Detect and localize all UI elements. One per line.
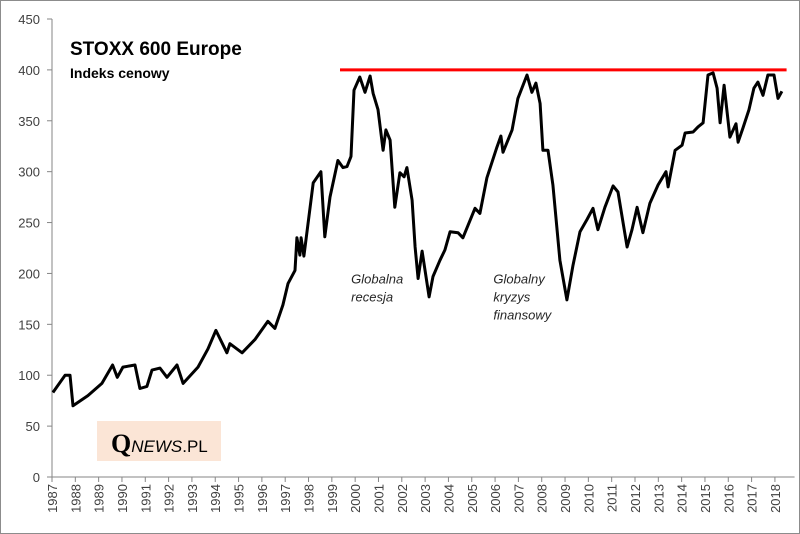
logo-q: Q: [111, 429, 131, 458]
x-tick-label: 1990: [115, 484, 130, 513]
x-tick-label: 2014: [675, 484, 690, 513]
annotation-text: finansowy: [493, 308, 552, 323]
annotation-text: Globalny: [493, 272, 546, 287]
x-tick-label: 1993: [185, 484, 200, 513]
y-tick-label: 250: [18, 216, 40, 231]
y-tick-label: 150: [18, 317, 40, 332]
x-tick-label: 2013: [651, 484, 666, 513]
x-tick-label: 2017: [745, 484, 760, 513]
y-tick-label: 300: [18, 165, 40, 180]
x-axis: 1987 1988 1989 1990 1991 1992 1993 1994 1995 1996…: [45, 476, 795, 513]
x-tick-label: 2007: [511, 484, 526, 513]
y-axis: 0 50 100 150 200 250 300 350 400 450: [18, 12, 53, 485]
x-tick-label: 2009: [558, 484, 573, 513]
logo-text: QNEWS.PL: [111, 429, 208, 458]
x-tick-label: 1992: [162, 484, 177, 513]
x-tick-label: 1997: [278, 484, 293, 513]
y-tick-label: 400: [18, 63, 40, 78]
x-tick-label: 1996: [255, 484, 270, 513]
x-tick-label: 2005: [465, 484, 480, 513]
y-tick-label: 0: [33, 470, 40, 485]
x-tick-label: 1991: [138, 484, 153, 513]
x-tick-label: 1995: [232, 484, 247, 513]
x-tick-label: 2015: [698, 484, 713, 513]
y-tick-label: 350: [18, 114, 40, 129]
x-tick-label: 1994: [208, 484, 223, 513]
x-tick-label: 2004: [441, 484, 456, 513]
y-tick-label: 200: [18, 266, 40, 281]
y-tick-label: 100: [18, 368, 40, 383]
logo-pl: .PL: [182, 437, 208, 456]
x-tick-label: 1987: [45, 484, 60, 513]
x-tick-label: 2008: [535, 484, 550, 513]
x-tick-label: 1999: [325, 484, 340, 513]
chart-subtitle: Indeks cenowy: [70, 65, 170, 81]
series-layer: [51, 68, 787, 408]
chart-title: STOXX 600 Europe: [70, 39, 242, 60]
x-tick-label: 2011: [605, 484, 620, 512]
logo-news: NEWS: [131, 437, 183, 456]
x-tick-label: 2018: [768, 484, 783, 513]
x-tick-label: 2016: [721, 484, 736, 513]
x-tick-label: 1989: [92, 484, 107, 513]
x-tick-label: 2010: [581, 484, 596, 513]
x-tick-label: 2000: [348, 484, 363, 513]
x-tick-label: 2006: [488, 484, 503, 513]
x-tick-label: 2012: [628, 484, 643, 513]
annotations: Globalna recesja Globalny kryzys finansowy: [351, 272, 553, 323]
x-tick-label: 2002: [395, 484, 410, 513]
x-tick-label: 2001: [371, 484, 386, 513]
y-tick-label: 450: [18, 12, 40, 27]
stoxx-600-line: [51, 71, 784, 408]
x-tick-label: 1998: [302, 484, 317, 513]
annotation-text: recesja: [351, 290, 393, 305]
logo-background: [97, 421, 221, 461]
qnews-logo: QNEWS.PL: [97, 421, 221, 461]
y-tick-label: 50: [26, 419, 40, 434]
annotation-text: Globalna: [351, 272, 403, 287]
x-tick-label: 1988: [68, 484, 83, 513]
annotation-text: kryzys: [493, 290, 530, 305]
x-tick-label: 2003: [418, 484, 433, 513]
